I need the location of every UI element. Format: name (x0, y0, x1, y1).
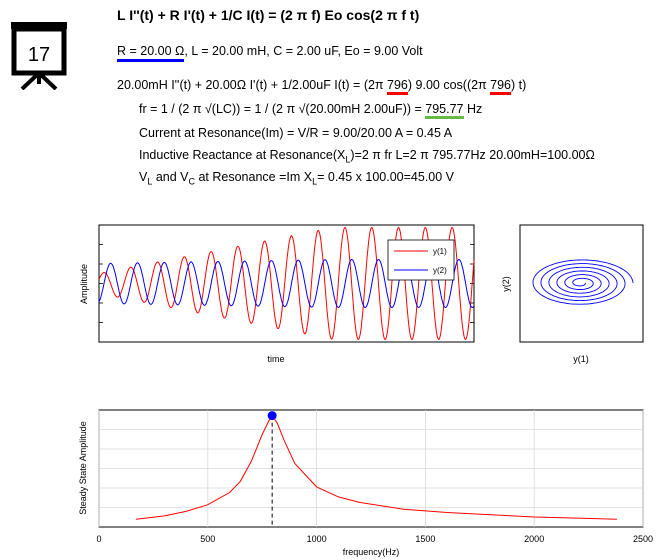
frequency-response-chart: 0 500 1000 1500 2000 2500 frequency(Hz) Stead… (78, 409, 653, 557)
freq-tick-label: 2500 (633, 534, 653, 544)
freq-tick-label: 0 (96, 534, 101, 544)
equation-title: L I''(t) + R I'(t) + 1/C I(t) = (2 π f) … (117, 7, 420, 23)
phase-plot-frame (519, 224, 644, 343)
phase-portrait-chart: y(1) y(2) (501, 224, 644, 364)
resonance-frequency-line: fr = 1 / (2 π √(LC)) = 1 / (2 π √(20.00m… (139, 102, 482, 119)
other-params: , L = 20.00 mH, C = 2.00 uF, Eo = 9.00 V… (184, 44, 423, 58)
freq-tick-label: 500 (200, 534, 215, 544)
parameter-line: R = 20.00 Ω, L = 20.00 mH, C = 2.00 uF, … (117, 44, 423, 62)
presentation-board-icon: 17 (11, 22, 67, 90)
phase-xlabel: y(1) (573, 354, 589, 364)
freq-tick-label: 1500 (415, 534, 435, 544)
freq-ylabel: Steady State Amplitude (78, 421, 88, 515)
phase-ylabel: y(2) (501, 276, 511, 292)
voltage-resonance-line: VL and VC at Resonance =Im XL= 0.45 x 10… (139, 170, 455, 187)
current-resonance-line: Current at Resonance(Im) = V/R = 9.00/20… (139, 126, 453, 140)
legend-label-y1: y(1) (433, 247, 447, 256)
time-ylabel: Amplitude (79, 264, 89, 304)
series-y2-line (98, 258, 475, 309)
freq-tick-label: 2000 (524, 534, 544, 544)
icon-number: 17 (28, 44, 50, 66)
legend-label-y2: y(2) (433, 266, 447, 275)
freq-tick-label: 1000 (307, 534, 327, 544)
frequency-highlight-2: 796 (490, 78, 512, 95)
time-xlabel: time (267, 354, 284, 364)
amplitude-curve (135, 414, 617, 520)
legend-box (387, 239, 455, 281)
resonance-peak-point (267, 411, 277, 421)
frequency-highlight-1: 796 (387, 78, 408, 95)
reactance-line: Inductive Reactance at Resonance(XL)=2 π… (139, 148, 595, 165)
freq-xlabel: frequency(Hz) (343, 547, 400, 557)
phase-trajectory (532, 259, 634, 305)
time-response-chart: y(1) y(2) time Amplitude (79, 224, 475, 364)
time-legend: y(1) y(2) (387, 239, 455, 281)
series-y1-line (98, 226, 475, 341)
resonance-frequency-value: 795.77 (425, 102, 464, 119)
ode-line: 20.00mH I''(t) + 20.00Ω I'(t) + 1/2.00uF… (117, 78, 526, 95)
resistance-value: R = 20.00 Ω (117, 44, 185, 62)
